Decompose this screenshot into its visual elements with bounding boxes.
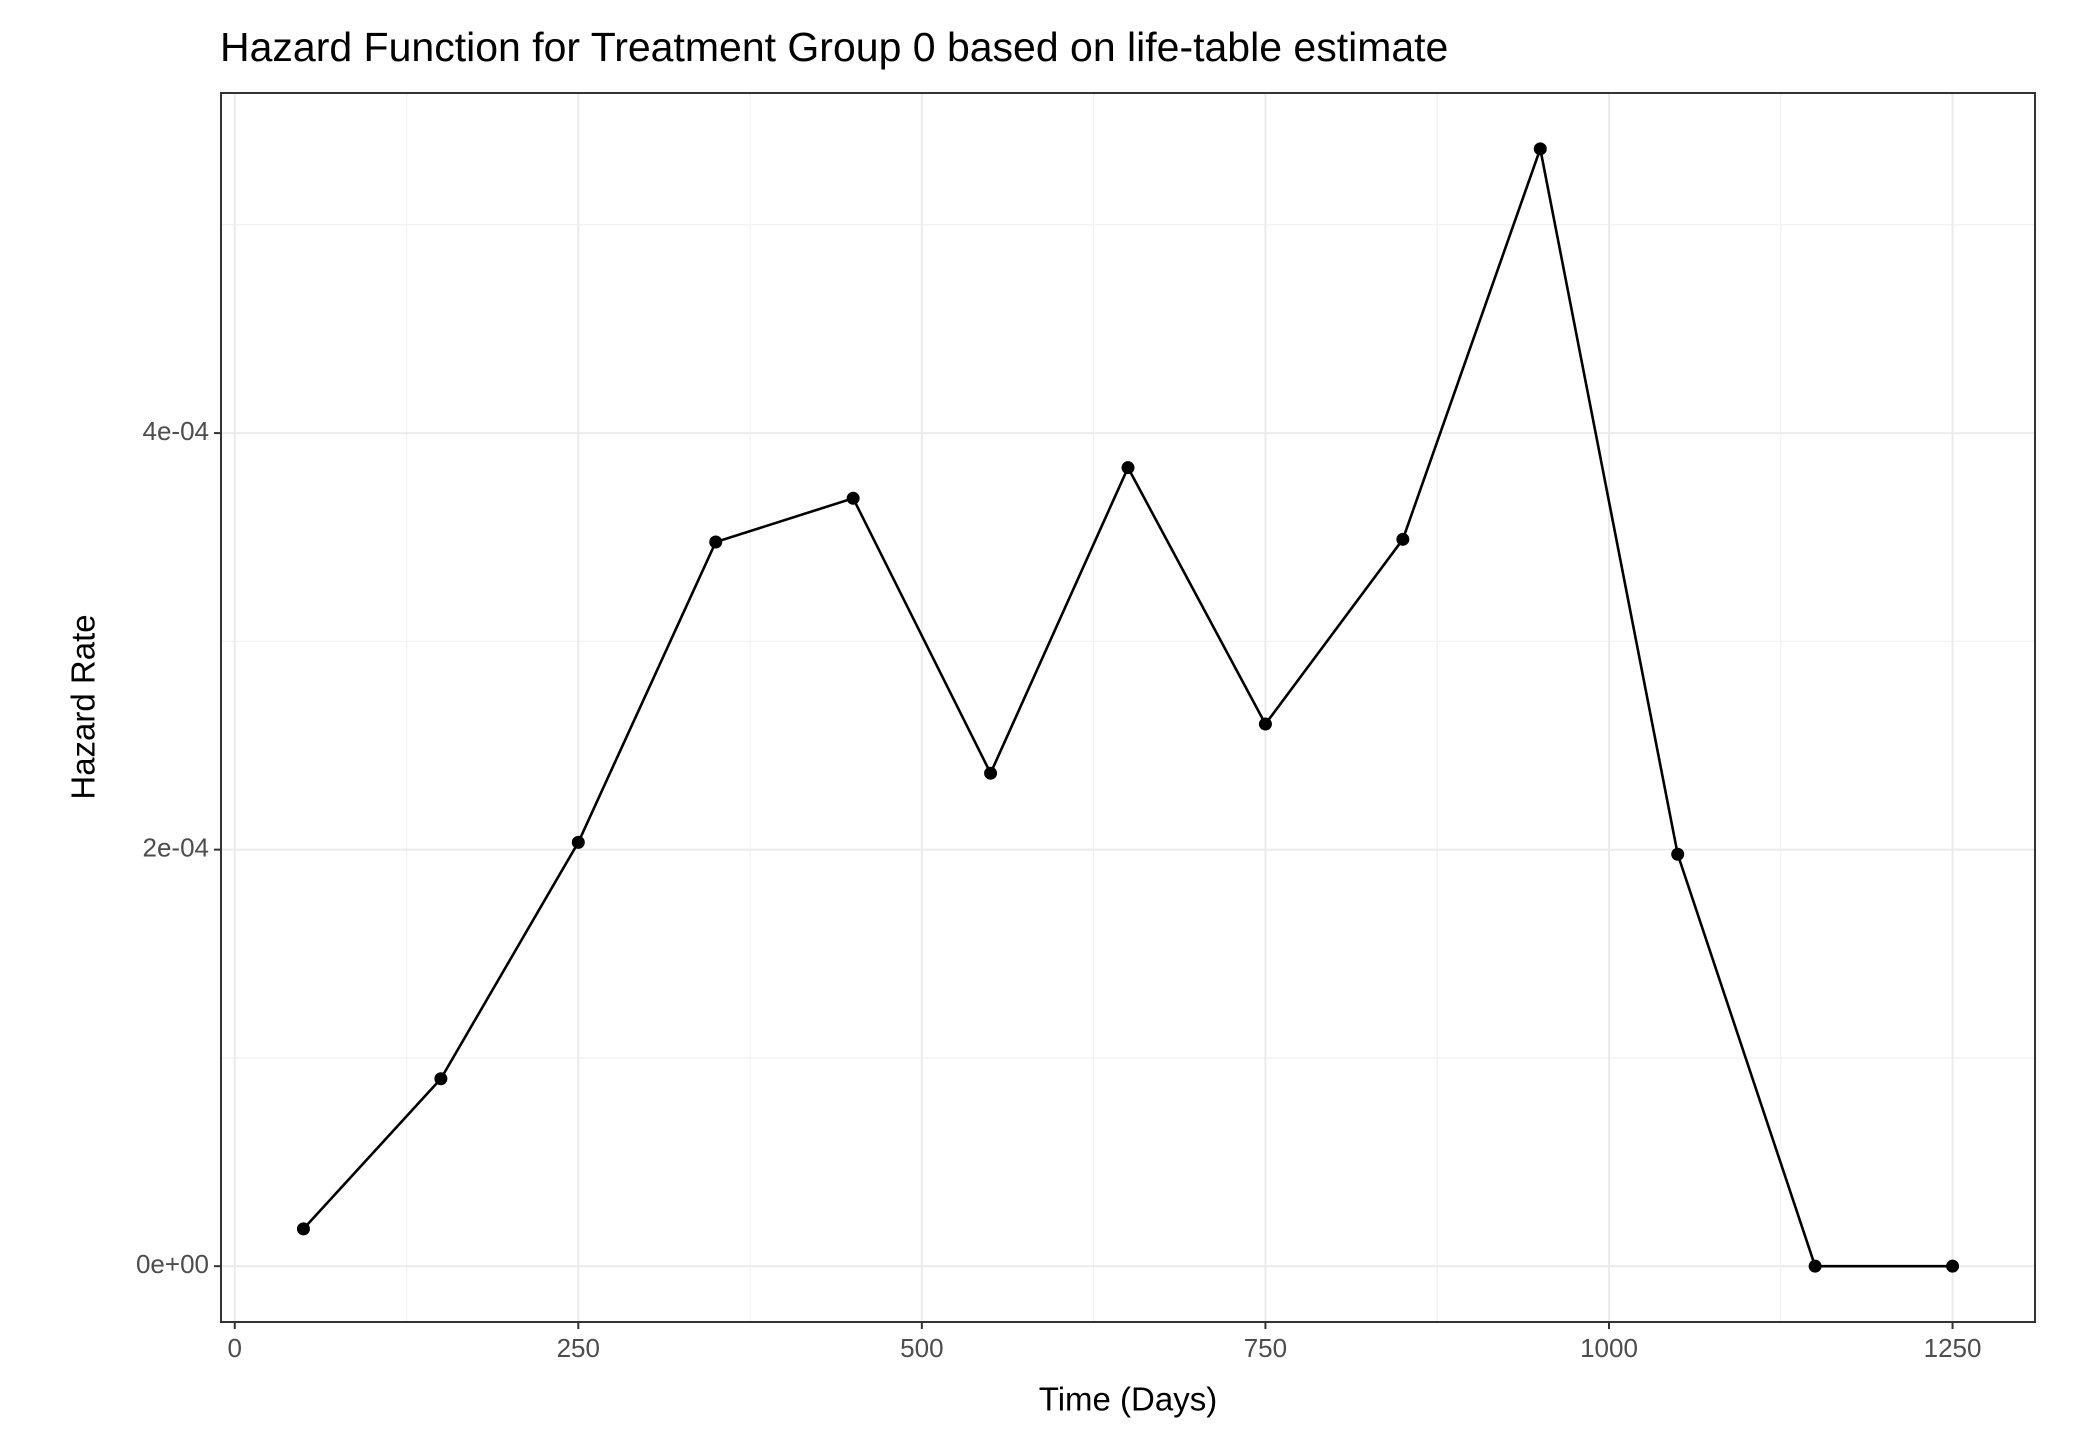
x-axis-label: Time (Days) <box>1039 1381 1217 1418</box>
point <box>846 491 860 505</box>
point <box>1533 142 1547 156</box>
x-tick-label: 500 <box>900 1333 943 1363</box>
point <box>296 1222 310 1236</box>
plot-border <box>220 92 2036 1323</box>
x-tick-label: 250 <box>557 1333 600 1363</box>
y-tick-label: 4e-04 <box>143 416 210 446</box>
point <box>1258 717 1272 731</box>
point <box>571 835 585 849</box>
point <box>1808 1259 1822 1273</box>
x-tick-label: 750 <box>1244 1333 1287 1363</box>
point <box>984 766 998 780</box>
x-tick-label: 1000 <box>1580 1333 1638 1363</box>
point <box>1121 461 1135 475</box>
y-axis-label: Hazard Rate <box>65 614 102 799</box>
point <box>434 1072 448 1086</box>
point <box>1946 1259 1960 1273</box>
y-tick-label: 2e-04 <box>143 833 210 863</box>
y-tick-label: 0e+00 <box>136 1249 209 1279</box>
point <box>1671 847 1685 861</box>
x-tick-label: 1250 <box>1924 1333 1982 1363</box>
point <box>1396 532 1410 546</box>
chart-title: Hazard Function for Treatment Group 0 ba… <box>220 24 1448 70</box>
x-tick-label: 0 <box>228 1333 242 1363</box>
point <box>709 535 723 549</box>
